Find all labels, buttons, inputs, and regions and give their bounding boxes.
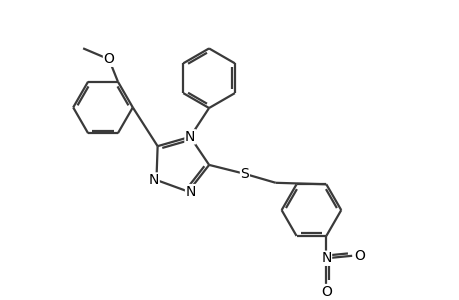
Text: N: N [185, 130, 195, 144]
Text: O: O [353, 249, 364, 263]
Text: O: O [103, 52, 114, 66]
Text: O: O [320, 284, 331, 298]
Text: N: N [148, 173, 159, 187]
Text: N: N [320, 251, 331, 265]
Text: N: N [185, 184, 196, 199]
Text: S: S [240, 167, 249, 181]
